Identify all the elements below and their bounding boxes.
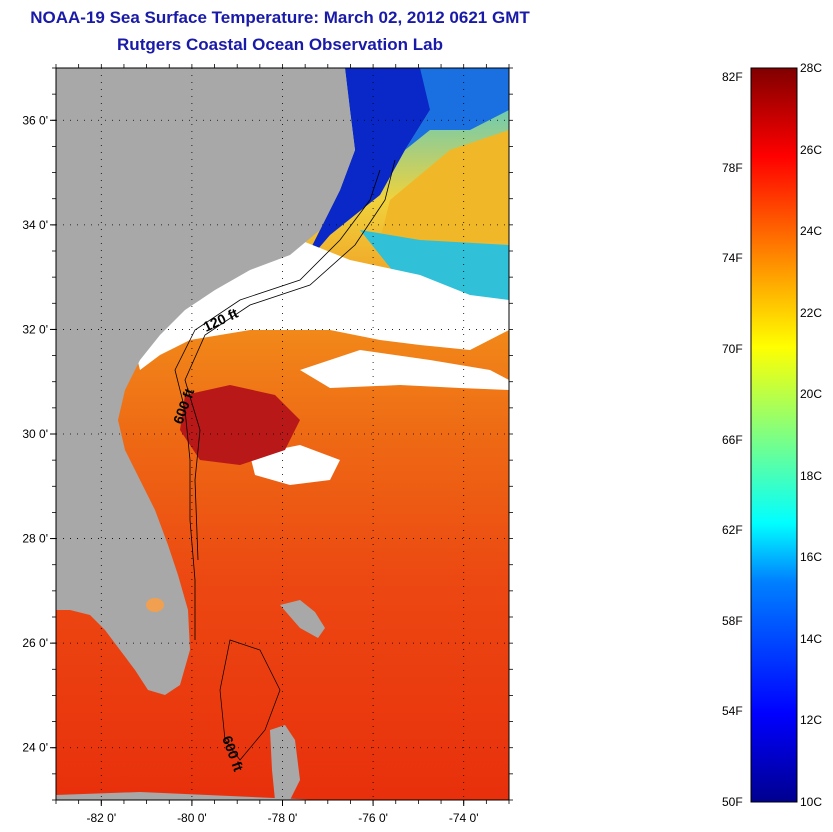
bathymetry-contour-2 [184,159,396,561]
colorbar-celsius-label: 22C [800,305,823,320]
map-subtitle: Rutgers Coastal Ocean Observation Lab [117,35,443,54]
colorbar [750,67,798,803]
colorbar-celsius-label: 10C [800,795,823,809]
lat-tick-label: 34 0' [22,218,48,232]
colorbar-fahrenheit-label: 78F [722,160,743,175]
colorbar-celsius-label: 26C [800,142,823,157]
colorbar-fahrenheit-label: 74F [722,251,743,266]
lat-tick-label: 36 0' [22,113,48,127]
land-bahamas-2 [280,600,325,638]
lat-tick-label: 32 0' [22,322,48,336]
lat-tick-label: 30 0' [22,427,48,441]
lat-tick-label: 28 0' [22,532,48,546]
bathymetry-contour-3 [219,639,281,761]
colorbar-celsius-label: 14C [800,631,823,646]
warm-eddy [180,385,300,465]
colorbar-fahrenheit-label: 50F [722,795,743,809]
lake-okeechobee [146,598,164,612]
axis-ticks: -82 0' -80 0' -78 0' -76 0' -74 0' 36 0' 34 0'… [22,64,513,825]
colorbar-celsius-label: 18C [800,468,823,483]
colorbar-celsius-label: 28C [800,61,823,75]
land-bahamas-1 [270,725,300,800]
bathymetry-contour [174,169,381,640]
colorbar-fahrenheit-label: 58F [722,613,743,628]
lon-tick-label: -74 0' [449,811,479,825]
lat-tick-label: 26 0' [22,636,48,650]
cloud-cover-2 [300,350,509,390]
cloud-cover-3 [250,445,340,485]
colorbar-fahrenheit-label: 70F [722,341,743,356]
colorbar-fahrenheit-label: 54F [722,704,743,719]
cloud-cover [130,240,509,370]
lon-tick-label: -76 0' [358,811,388,825]
lon-tick-label: -80 0' [177,811,207,825]
map-title: NOAA-19 Sea Surface Temperature: March 0… [30,8,530,27]
colorbar-celsius-label: 20C [800,387,823,402]
warm-gulfstream-north [380,130,509,245]
colorbar-fahrenheit-label: 66F [722,432,743,447]
colorbar-celsius-label: 24C [800,224,823,239]
colorbar-fahrenheit-label: 82F [722,70,743,85]
cyan-band [360,230,509,300]
cold-water-band [405,68,509,150]
colorbar-fahrenheit-label: 62F [722,523,743,538]
lat-tick-label: 24 0' [22,741,48,755]
land-cuba [56,792,320,800]
lon-tick-label: -78 0' [268,811,298,825]
lon-tick-label: -82 0' [86,811,116,825]
colorbar-celsius-label: 12C [800,713,823,728]
colorbar-celsius-label: 16C [800,550,823,565]
